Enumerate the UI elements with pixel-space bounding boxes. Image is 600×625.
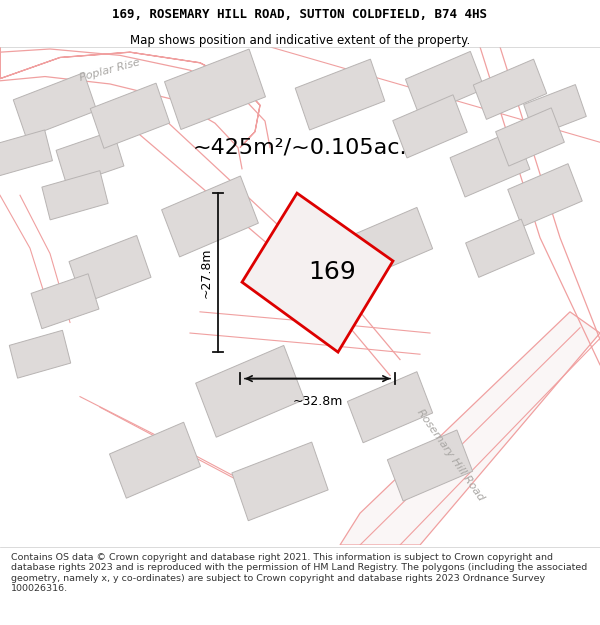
Polygon shape	[466, 219, 535, 278]
Text: Rosemary Hill Road: Rosemary Hill Road	[415, 408, 485, 502]
Polygon shape	[0, 47, 260, 148]
Polygon shape	[406, 51, 485, 116]
Polygon shape	[347, 208, 433, 279]
Text: Map shows position and indicative extent of the property.: Map shows position and indicative extent…	[130, 34, 470, 47]
Polygon shape	[388, 430, 473, 501]
Polygon shape	[347, 372, 433, 442]
Polygon shape	[161, 176, 259, 257]
Polygon shape	[508, 164, 582, 227]
Polygon shape	[450, 130, 530, 197]
Polygon shape	[524, 84, 586, 136]
Polygon shape	[56, 131, 124, 186]
Text: ~425m²/~0.105ac.: ~425m²/~0.105ac.	[193, 138, 407, 158]
Polygon shape	[69, 236, 151, 303]
Polygon shape	[109, 422, 200, 498]
Text: ~32.8m: ~32.8m	[292, 394, 343, 408]
Polygon shape	[473, 59, 547, 119]
Polygon shape	[340, 312, 600, 545]
Polygon shape	[90, 83, 170, 148]
Polygon shape	[196, 346, 304, 438]
Polygon shape	[0, 130, 52, 176]
Polygon shape	[9, 330, 71, 378]
Text: Contains OS data © Crown copyright and database right 2021. This information is : Contains OS data © Crown copyright and d…	[11, 553, 587, 593]
Text: Poplar Rise: Poplar Rise	[79, 58, 142, 83]
Polygon shape	[42, 171, 108, 220]
Text: ~27.8m: ~27.8m	[199, 248, 212, 298]
Polygon shape	[242, 193, 393, 352]
Polygon shape	[295, 59, 385, 130]
Polygon shape	[31, 274, 99, 329]
Polygon shape	[496, 108, 565, 166]
Text: 169, ROSEMARY HILL ROAD, SUTTON COLDFIELD, B74 4HS: 169, ROSEMARY HILL ROAD, SUTTON COLDFIEL…	[113, 8, 487, 21]
Text: 169: 169	[308, 260, 356, 284]
Polygon shape	[232, 442, 328, 521]
Polygon shape	[393, 95, 467, 158]
Polygon shape	[164, 49, 265, 129]
Polygon shape	[13, 72, 97, 138]
